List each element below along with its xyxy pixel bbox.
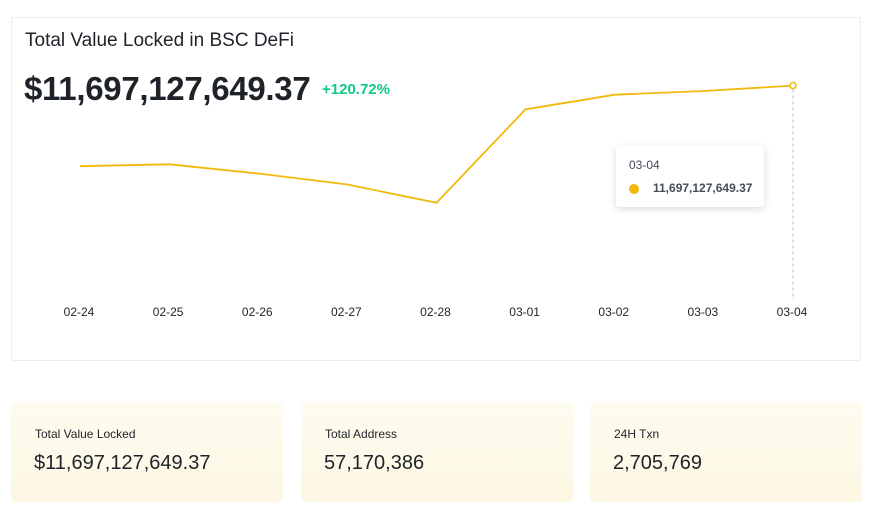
stat-card-addresses: Total Address 57,170,386: [301, 402, 573, 502]
stat-card-24h-txn: 24H Txn 2,705,769: [590, 402, 862, 502]
data-point[interactable]: [434, 200, 440, 206]
stat-value: 2,705,769: [613, 452, 702, 474]
stat-card-tvl: Total Value Locked $11,697,127,649.37: [11, 402, 283, 502]
stat-value: 57,170,386: [324, 452, 425, 474]
x-tick-label: 02-26: [242, 305, 273, 319]
tooltip-value: 11,697,127,649.37: [653, 181, 753, 195]
x-tick-label: 03-03: [688, 305, 719, 319]
data-point[interactable]: [523, 106, 529, 112]
x-tick-label: 02-28: [420, 305, 451, 319]
tvl-value: $11,697,127,649.37: [24, 70, 311, 107]
x-tick-label: 03-02: [598, 305, 629, 319]
tooltip-series-dot: [629, 184, 639, 194]
x-tick-label: 02-25: [153, 305, 184, 319]
data-point[interactable]: [166, 161, 172, 167]
stat-label: 24H Txn: [614, 427, 660, 441]
data-point[interactable]: [701, 88, 707, 94]
series-line: [79, 84, 794, 204]
data-point[interactable]: [789, 81, 797, 90]
x-tick-label: 03-04: [777, 305, 808, 319]
data-point[interactable]: [612, 92, 618, 98]
chart-tooltip: 03-04 11,697,127,649.37: [616, 146, 764, 207]
x-tick-label: 03-01: [509, 305, 540, 319]
tvl-line-chart[interactable]: 02-24 02-25 02-26 02-27 02-28 03-01 03-02 03-03…: [0, 0, 871, 360]
data-point[interactable]: [255, 171, 261, 177]
data-point[interactable]: [344, 182, 350, 188]
stat-label: Total Value Locked: [35, 427, 136, 441]
stat-label: Total Address: [325, 427, 398, 441]
stat-value: $11,697,127,649.37: [34, 452, 211, 474]
x-tick-label: 02-27: [331, 305, 362, 319]
chart-title: Total Value Locked in BSC DeFi: [25, 30, 294, 51]
x-tick-label: 02-24: [64, 305, 95, 319]
data-point[interactable]: [77, 163, 83, 169]
tooltip-date: 03-04: [629, 158, 660, 172]
tvl-change: +120.72%: [322, 81, 390, 98]
